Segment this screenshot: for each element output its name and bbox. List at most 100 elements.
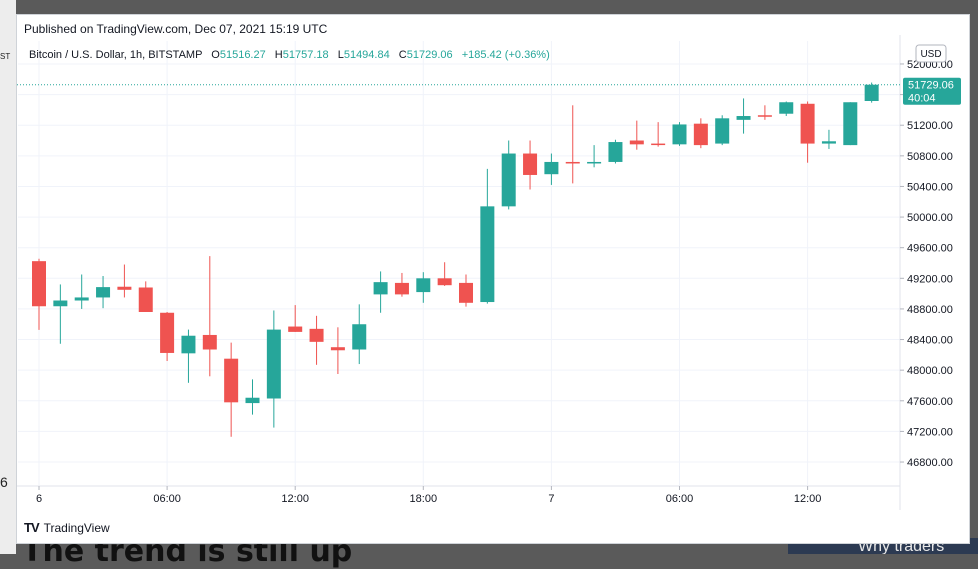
current-price-label: 51729.06 40:04	[903, 77, 961, 105]
x-tick-label: 12:00	[281, 493, 309, 505]
candle[interactable]	[288, 305, 303, 332]
candle[interactable]	[800, 101, 815, 163]
candle-body	[459, 282, 473, 303]
ohlc-legend: Bitcoin / U.S. Dollar, 1h, BITSTAMP O515…	[29, 49, 550, 61]
candle[interactable]	[202, 256, 217, 377]
candle[interactable]	[779, 101, 794, 117]
chart-frame: Published on TradingView.com, Dec 07, 20…	[16, 14, 970, 544]
current-price-value: 51729.06	[908, 80, 954, 92]
candle[interactable]	[843, 102, 858, 146]
candle[interactable]	[32, 258, 46, 330]
candle[interactable]	[352, 304, 367, 365]
symbol-label: Bitcoin / U.S. Dollar, 1h, BITSTAMP	[29, 49, 202, 61]
candle[interactable]	[373, 271, 388, 313]
candle-body	[651, 143, 666, 146]
candle-body	[74, 297, 89, 301]
candle[interactable]	[53, 284, 68, 344]
candle-body	[544, 161, 559, 175]
close-label: C	[399, 49, 407, 61]
candle[interactable]	[160, 311, 175, 361]
candle[interactable]	[523, 140, 538, 190]
candle-body	[266, 329, 281, 399]
low-value: 51494.84	[344, 49, 390, 61]
candle[interactable]	[864, 82, 879, 103]
candle-body	[373, 282, 388, 295]
candle[interactable]	[330, 327, 345, 374]
y-tick-label: 48800.00	[907, 304, 953, 316]
background-fragment: 6	[0, 474, 8, 490]
candle[interactable]	[480, 168, 495, 304]
candle-body	[629, 140, 644, 145]
candle[interactable]	[587, 145, 602, 168]
candle-body	[288, 326, 303, 332]
candle-body	[587, 161, 602, 164]
candle-body	[352, 324, 367, 350]
x-tick-label: 12:00	[794, 493, 822, 505]
candle-body	[501, 153, 516, 207]
candle[interactable]	[437, 262, 452, 286]
candle[interactable]	[309, 315, 324, 365]
y-tick-label: 49600.00	[907, 243, 953, 255]
x-tick-label: 7	[548, 493, 554, 505]
candle[interactable]	[715, 115, 730, 146]
candle[interactable]	[651, 122, 666, 147]
y-tick-label: 50000.00	[907, 212, 953, 224]
candle-body	[800, 103, 815, 144]
candle[interactable]	[544, 153, 559, 185]
change-value: +185.42 (+0.36%)	[462, 49, 550, 61]
candle-body	[437, 278, 452, 286]
tradingview-logo-icon: TV	[24, 520, 40, 535]
candle-body	[330, 347, 345, 351]
candle[interactable]	[501, 140, 516, 210]
candle[interactable]	[821, 129, 836, 149]
currency-button[interactable]: USD	[915, 44, 947, 63]
candle-body	[480, 206, 495, 303]
y-axis-ticks: 46800.00 47200.00 47600.00 48000.00 48400.00…	[900, 59, 953, 469]
candle[interactable]	[181, 329, 196, 383]
candle[interactable]	[736, 98, 751, 134]
y-tick-label: 47600.00	[907, 396, 953, 408]
y-tick-label: 52000.00	[907, 59, 953, 71]
candle-body	[565, 161, 580, 164]
chart-grid	[18, 41, 900, 485]
candle[interactable]	[74, 274, 89, 309]
candle[interactable]	[629, 120, 644, 150]
high-label: H	[275, 49, 283, 61]
candle-body	[181, 335, 196, 354]
candle[interactable]	[266, 310, 281, 428]
candle-body	[117, 286, 132, 290]
candle-body	[309, 328, 324, 342]
x-tick-label: 06:00	[153, 493, 181, 505]
candle-body	[843, 102, 858, 146]
candle[interactable]	[757, 105, 772, 120]
candlestick-chart[interactable]: 46800.00 47200.00 47600.00 48000.00 48400.00…	[17, 15, 969, 543]
y-tick-label: 48000.00	[907, 365, 953, 377]
candle[interactable]	[416, 272, 431, 303]
y-tick-label: 51200.00	[907, 120, 953, 132]
x-axis-ticks: 6 06:00 12:00 18:00 7 06:00 12:00	[36, 486, 821, 505]
tradingview-brand[interactable]: TV TradingView	[24, 520, 110, 535]
candle-body	[202, 334, 217, 350]
candle[interactable]	[672, 122, 687, 146]
candle-body	[821, 141, 836, 144]
candle-body	[53, 300, 68, 307]
candle[interactable]	[565, 105, 580, 184]
y-tick-label: 50400.00	[907, 181, 953, 193]
axis-lines	[17, 35, 901, 510]
currency-button-label: USD	[920, 49, 941, 60]
candle-body	[416, 278, 431, 293]
candle[interactable]	[245, 379, 260, 415]
low-label: L	[338, 49, 344, 61]
high-value: 51757.18	[283, 49, 329, 61]
candle[interactable]	[693, 118, 708, 149]
candle[interactable]	[224, 342, 239, 437]
candle[interactable]	[117, 264, 132, 298]
candle[interactable]	[96, 276, 111, 309]
candle[interactable]	[459, 274, 473, 307]
candle-body	[245, 397, 260, 404]
candle[interactable]	[608, 139, 623, 164]
candle[interactable]	[394, 272, 409, 297]
candle[interactable]	[138, 281, 153, 312]
published-caption: Published on TradingView.com, Dec 07, 20…	[24, 22, 328, 36]
candle-body	[672, 124, 687, 145]
